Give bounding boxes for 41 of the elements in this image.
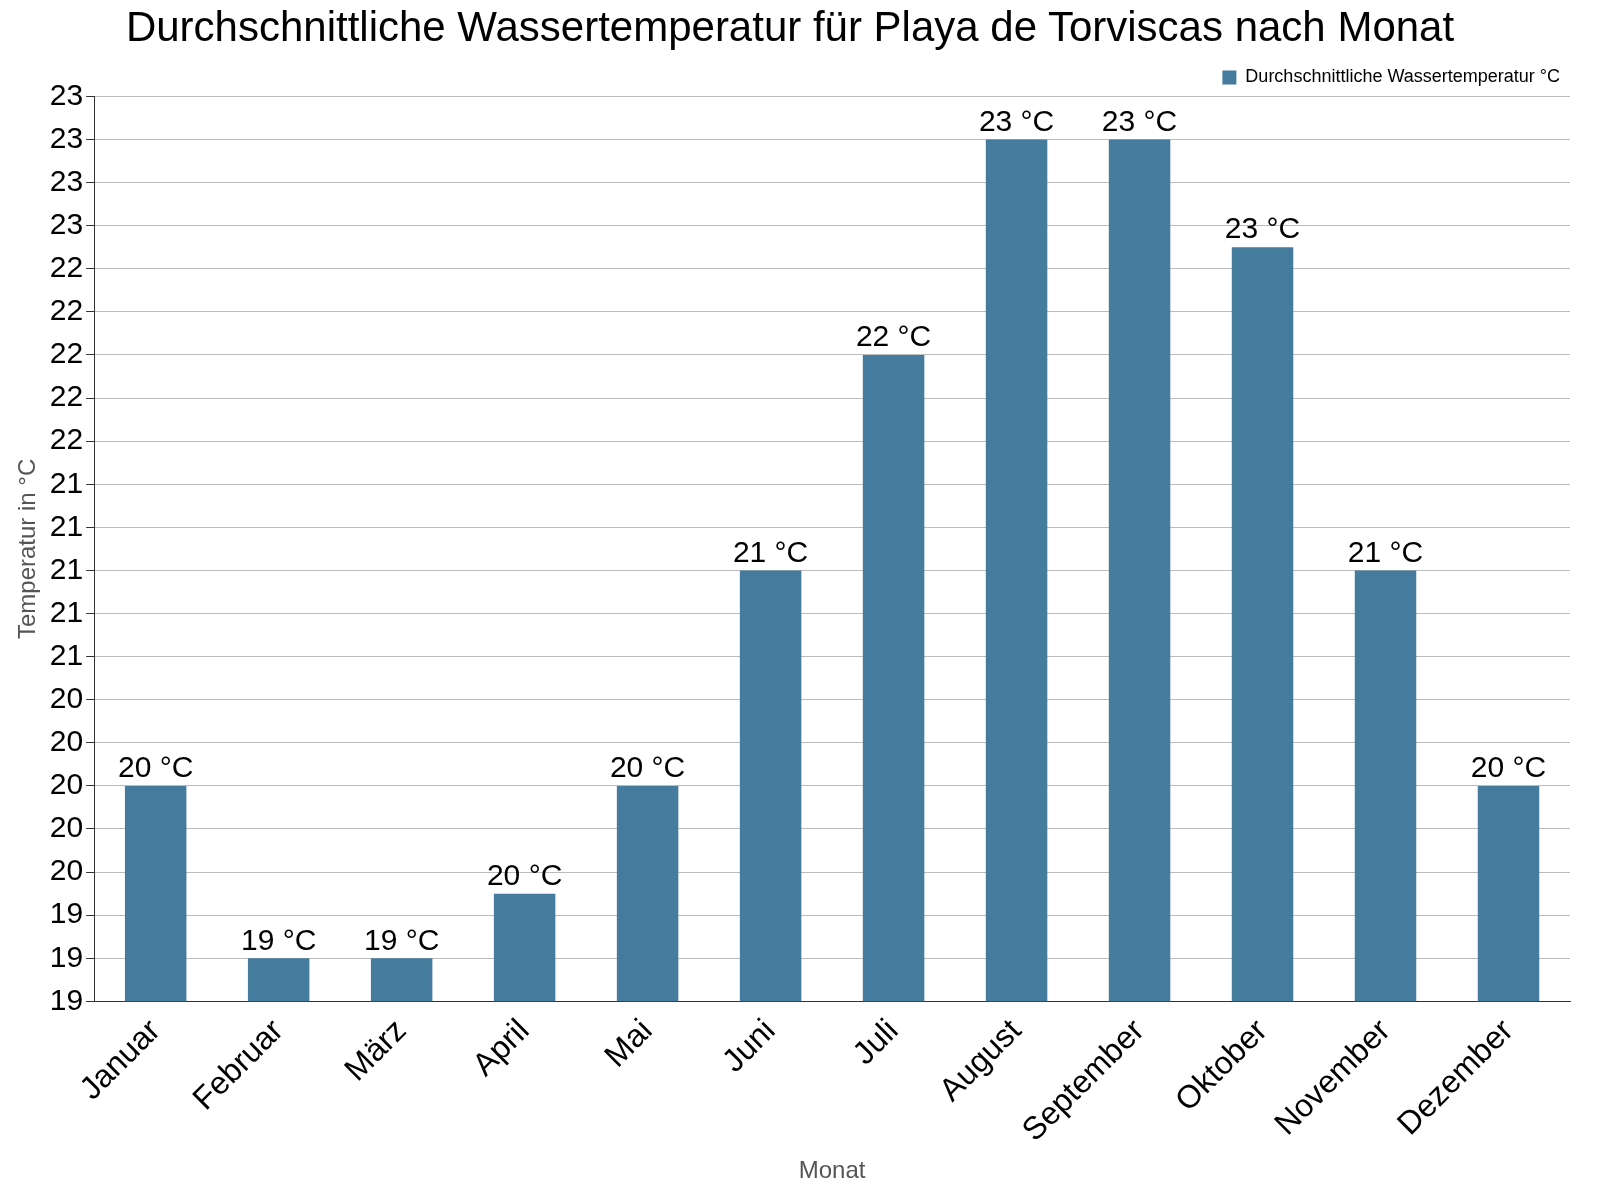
- data-label: 21 °C: [1347, 534, 1424, 568]
- y-tick-label: 19: [49, 982, 84, 1016]
- y-tick-label: 19: [49, 896, 84, 930]
- data-label: 23 °C: [978, 103, 1055, 137]
- data-label: 19 °C: [363, 922, 440, 956]
- data-label: 20 °C: [486, 857, 563, 891]
- chart-title: Durchschnittliche Wassertemperatur für Playa de Torviscas nach Monat: [125, 2, 1455, 50]
- y-tick-label: 19: [49, 939, 84, 973]
- y-tick-label: 21: [49, 594, 84, 628]
- data-label: 20 °C: [117, 750, 194, 784]
- y-tick-label: 20: [49, 767, 84, 801]
- y-axis-title: Temperatur in °C: [13, 458, 41, 640]
- data-label: 23 °C: [1224, 211, 1301, 245]
- x-tick-label: Juli: [845, 1011, 905, 1072]
- data-label: 20 °C: [609, 750, 686, 784]
- y-tick-label: 22: [49, 250, 84, 284]
- x-axis-title: Monat: [798, 1156, 866, 1184]
- y-tick-label: 23: [49, 206, 84, 240]
- y-tick-label: 21: [49, 637, 84, 671]
- y-tick-label: 20: [49, 810, 84, 844]
- y-tick-label: 21: [49, 551, 84, 585]
- y-tick-label: 23: [49, 120, 84, 154]
- y-tick-label: 23: [49, 163, 84, 197]
- y-tick-label: 20: [49, 853, 84, 887]
- y-tick-label: 22: [49, 336, 84, 370]
- x-tick-label: Juni: [714, 1011, 782, 1079]
- y-tick-label: 21: [49, 508, 84, 542]
- y-tick-label: 22: [49, 422, 84, 456]
- y-tick-label: 20: [49, 724, 84, 758]
- data-label: 22 °C: [855, 319, 932, 353]
- data-label: 23 °C: [1101, 103, 1178, 137]
- y-tick-label: 22: [49, 379, 84, 413]
- y-tick-label: 21: [49, 465, 84, 499]
- data-label: 20 °C: [1470, 750, 1547, 784]
- data-label: 21 °C: [732, 534, 809, 568]
- data-label: 19 °C: [240, 922, 317, 956]
- x-tick-label: Mai: [596, 1011, 659, 1074]
- y-tick-label: 20: [49, 680, 84, 714]
- legend-label: Durchschnittliche Wassertemperatur °C: [1245, 66, 1561, 87]
- y-tick-label: 22: [49, 293, 84, 327]
- y-tick-label: 23: [49, 77, 84, 111]
